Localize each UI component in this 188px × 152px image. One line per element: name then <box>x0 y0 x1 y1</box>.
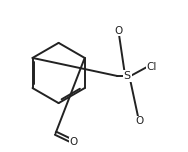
Text: Cl: Cl <box>146 62 156 72</box>
Text: S: S <box>124 71 131 81</box>
Text: O: O <box>135 116 143 126</box>
Text: O: O <box>114 26 122 36</box>
Text: O: O <box>70 137 78 147</box>
